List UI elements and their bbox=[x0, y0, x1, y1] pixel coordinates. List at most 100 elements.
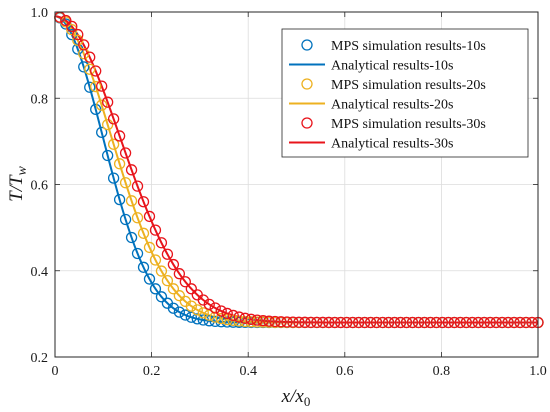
mps-point bbox=[370, 316, 383, 329]
mps-point bbox=[514, 316, 526, 329]
mps-point bbox=[96, 99, 108, 111]
y-tick-label: 0.2 bbox=[31, 351, 49, 366]
mps-point bbox=[185, 300, 197, 312]
mps-point bbox=[299, 316, 311, 328]
mps-point bbox=[191, 313, 203, 325]
mps-point bbox=[143, 273, 156, 285]
mps-point bbox=[245, 313, 257, 325]
mps-point bbox=[167, 302, 180, 314]
series-layer bbox=[54, 11, 544, 329]
mps-point bbox=[149, 254, 162, 266]
x-tick-label: 1.0 bbox=[529, 364, 547, 379]
mps-point bbox=[155, 291, 168, 303]
mps-point bbox=[311, 316, 323, 329]
y-tick-label: 0.6 bbox=[31, 179, 49, 194]
mps-point bbox=[436, 316, 449, 329]
mps-point bbox=[394, 316, 407, 329]
mps-point bbox=[400, 316, 413, 329]
mps-point bbox=[364, 316, 377, 329]
mps-point bbox=[155, 237, 168, 249]
mps-point bbox=[490, 316, 502, 329]
legend-label: MPS simulation results-10s bbox=[331, 39, 486, 54]
mps-point bbox=[113, 193, 126, 206]
axis-ticks: 0 0.2 0.4 0.6 0.8 1.00.20.40.60.81.0 bbox=[31, 6, 547, 379]
x-tick-label: 0 bbox=[52, 364, 59, 379]
mps-point bbox=[137, 227, 150, 239]
mps-point bbox=[179, 276, 192, 288]
mps-point bbox=[84, 51, 96, 63]
legend-box bbox=[281, 28, 529, 158]
mps-point bbox=[96, 80, 108, 92]
mps-point bbox=[161, 248, 174, 260]
mps-point bbox=[382, 316, 395, 329]
mps-point bbox=[293, 316, 305, 328]
mps-point bbox=[131, 247, 144, 260]
mps-point bbox=[359, 316, 371, 329]
legend-label: Analytical results-20s bbox=[331, 98, 453, 113]
mps-point bbox=[412, 316, 425, 329]
mps-point bbox=[102, 96, 114, 108]
mps-point bbox=[233, 311, 245, 323]
mps-point bbox=[203, 309, 215, 321]
legend-marker-30s bbox=[301, 117, 313, 129]
mps-point bbox=[167, 258, 180, 271]
mps-point bbox=[167, 283, 180, 295]
mps-point bbox=[149, 283, 162, 295]
mps-point bbox=[90, 103, 102, 115]
mps-point bbox=[406, 316, 419, 329]
mps-point bbox=[466, 316, 478, 329]
mps-point bbox=[155, 265, 168, 277]
mps-point bbox=[353, 316, 365, 329]
mps-point bbox=[430, 316, 443, 329]
legend-label: MPS simulation results-30s bbox=[331, 117, 486, 132]
mps-point bbox=[496, 316, 508, 329]
mps-point bbox=[209, 311, 221, 323]
mps-point bbox=[107, 172, 120, 184]
mps-point bbox=[90, 65, 102, 77]
mps-point bbox=[197, 307, 209, 319]
mps-point bbox=[149, 224, 162, 236]
mps-point bbox=[191, 304, 203, 316]
mps-point bbox=[347, 316, 359, 329]
mps-point bbox=[478, 316, 490, 329]
mps-point bbox=[102, 118, 114, 131]
mps-point bbox=[454, 316, 466, 329]
mps-point bbox=[84, 81, 96, 93]
mps-point bbox=[107, 138, 120, 150]
mps-point bbox=[143, 210, 156, 223]
mps-point bbox=[84, 63, 96, 75]
mps-point bbox=[221, 307, 233, 320]
mps-point bbox=[113, 158, 126, 170]
y-tick-label: 0.4 bbox=[31, 265, 49, 280]
legend-label: Analytical results-30s bbox=[331, 137, 453, 152]
mps-point bbox=[107, 113, 120, 125]
mps-point bbox=[418, 316, 431, 329]
mps-point bbox=[209, 315, 221, 328]
mps-point bbox=[66, 20, 78, 33]
mps-point bbox=[239, 312, 251, 324]
mps-point bbox=[125, 164, 138, 176]
mps-point bbox=[203, 298, 215, 311]
mps-point bbox=[227, 309, 239, 322]
mps-point bbox=[131, 180, 144, 192]
mps-point bbox=[185, 311, 197, 323]
mps-point bbox=[215, 305, 227, 317]
mps-point bbox=[305, 316, 317, 329]
mps-point bbox=[484, 316, 496, 329]
mps-point bbox=[233, 315, 245, 327]
mps-point bbox=[173, 306, 186, 318]
mps-point bbox=[179, 309, 192, 321]
mps-point bbox=[143, 241, 156, 254]
legend-marker-20s bbox=[301, 78, 313, 90]
legend: MPS simulation results-10s Analytical res… bbox=[281, 28, 529, 158]
mps-point bbox=[388, 316, 401, 329]
mps-point bbox=[329, 316, 341, 329]
mps-point bbox=[60, 14, 72, 27]
mps-point bbox=[448, 316, 460, 329]
mps-point bbox=[78, 48, 90, 60]
mps-point bbox=[203, 315, 215, 327]
y-tick-label: 0.8 bbox=[31, 92, 49, 107]
mps-point bbox=[520, 316, 532, 329]
mps-point bbox=[78, 61, 90, 73]
